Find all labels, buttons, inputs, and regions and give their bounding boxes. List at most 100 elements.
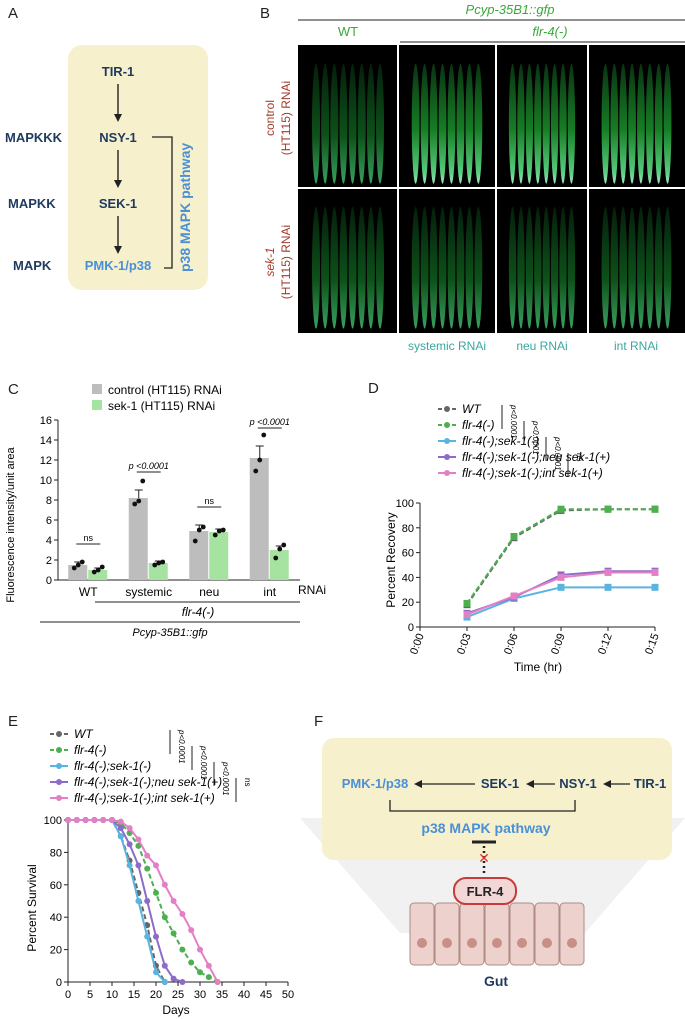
- c-ytick-label: 8: [46, 495, 52, 507]
- d-ytick-label: 20: [402, 597, 414, 609]
- c-datapoint: [196, 527, 202, 533]
- worm-shape: [663, 63, 672, 184]
- e-point: [188, 927, 195, 934]
- e-series-line: [68, 819, 219, 983]
- d-legend-label: flr-4(-);sek-1(-): [462, 434, 539, 448]
- d-point: [604, 505, 612, 513]
- worm-shape: [534, 206, 542, 329]
- e-point: [135, 862, 142, 869]
- d-point: [651, 568, 659, 576]
- panel-a-diagram: A TIR-1 NSY-1 SEK-1 PMK-1/p38 p38 MAPK p…: [5, 5, 208, 290]
- e-point: [144, 898, 151, 904]
- d-stat-label: p<0.0001: [509, 404, 518, 439]
- panel-b-micrographs: B Pcyp-35B1::gfp WT flr-4(-) control (HT…: [260, 2, 685, 353]
- worm-shape: [420, 206, 429, 329]
- panel-f-diagram: F PMK-1/p38 SEK-1 NSY-1 TIR-1 p38 MAPK p…: [300, 713, 685, 989]
- panel-c-letter: C: [8, 381, 19, 398]
- worm-shape: [645, 206, 654, 329]
- e-stat-label: ns: [243, 778, 252, 786]
- worm-shape: [366, 206, 375, 329]
- c-datapoint: [71, 565, 77, 571]
- panel-c-bar-chart: C control (HT115) RNAi sek-1 (HT115) RNA…: [5, 381, 326, 639]
- c-datapoint: [200, 524, 206, 530]
- d-legend-marker: [444, 470, 450, 476]
- d-legend-marker: [444, 406, 450, 412]
- d-point: [557, 505, 565, 513]
- c-datapoint: [152, 562, 158, 568]
- e-point: [170, 975, 177, 982]
- c-bar: [128, 498, 148, 580]
- c-bar: [88, 570, 108, 580]
- c-stat-label: p <0.0001: [128, 461, 169, 471]
- c-datapoint: [132, 501, 138, 507]
- e-point: [117, 825, 124, 832]
- panel-e-letter: E: [8, 713, 18, 730]
- e-point: [65, 817, 71, 823]
- e-legend-label: flr-4(-);sek-1(-);int sek-1(+): [74, 791, 215, 805]
- e-xtick-label: 50: [282, 989, 294, 1001]
- c-datapoint: [281, 542, 287, 548]
- c-datapoint: [261, 432, 267, 438]
- level-mapkkk: MAPKKK: [5, 130, 63, 145]
- worm-shape: [411, 63, 420, 184]
- worm-shape: [376, 206, 384, 329]
- e-point: [144, 852, 151, 859]
- e-legend-label: flr-4(-);sek-1(-): [74, 759, 151, 773]
- worm-shape: [321, 206, 330, 329]
- panel-a-box: [68, 45, 208, 290]
- d-legend-label: flr-4(-);sek-1(-);int sek-1(+): [462, 466, 603, 480]
- worm-shape: [357, 206, 366, 329]
- worm-shape: [330, 206, 339, 329]
- c-datapoint: [95, 567, 101, 573]
- d-stat-label: ns: [575, 453, 584, 461]
- c-category-label: int: [263, 585, 276, 599]
- e-point: [117, 833, 124, 840]
- e-point: [91, 817, 98, 823]
- c-ylabel: Fluorescence intensity/unit area: [5, 446, 17, 602]
- e-point: [100, 817, 107, 823]
- worm-shape: [376, 63, 384, 184]
- reporter-label: Pcyp-35B1::gfp: [466, 2, 555, 17]
- e-ytick-label: 60: [50, 880, 62, 892]
- gut-cells: [409, 902, 585, 966]
- c-datapoint: [160, 559, 166, 565]
- e-point: [144, 865, 151, 872]
- e-ytick-label: 40: [50, 912, 62, 924]
- f-node-pmk1: PMK-1/p38: [342, 776, 408, 791]
- worm-shape: [348, 206, 357, 329]
- bottom-systemic: systemic RNAi: [408, 339, 486, 353]
- worm-shape: [550, 206, 559, 329]
- e-point: [126, 862, 133, 869]
- worm-shape: [619, 63, 628, 184]
- e-point: [126, 825, 133, 832]
- worm-shape: [465, 63, 474, 184]
- e-ytick-label: 20: [50, 945, 62, 957]
- c-category-label: systemic: [125, 585, 172, 599]
- c-ytick-label: 0: [46, 575, 52, 587]
- panel-d-letter: D: [368, 380, 379, 397]
- e-legend-marker: [56, 779, 62, 785]
- e-xtick-label: 5: [87, 989, 93, 1001]
- c-datapoint: [273, 555, 279, 561]
- worm-shape: [438, 206, 447, 329]
- e-legend-marker: [56, 747, 62, 753]
- worm-shape: [542, 63, 550, 184]
- e-series-line: [68, 819, 166, 983]
- bottom-neu: neu RNAi: [516, 339, 567, 353]
- c-datapoint: [91, 569, 97, 575]
- worm-shape: [559, 63, 567, 184]
- worm-shape: [601, 206, 610, 329]
- c-stat-label: p <0.0001: [249, 417, 290, 427]
- e-point: [126, 841, 133, 848]
- e-ytick-label: 100: [44, 815, 62, 827]
- d-legend-marker: [444, 422, 450, 428]
- row-control: control: [263, 100, 277, 136]
- level-mapkk: MAPKK: [8, 196, 56, 211]
- e-point: [179, 910, 186, 917]
- worm-shape: [610, 206, 619, 329]
- d-legend-marker: [444, 438, 450, 444]
- panel-e-survival-chart: E WT flr-4(-) flr-4(-);sek-1(-) flr-4(-);se…: [8, 713, 294, 1017]
- d-stat-label: p<0.0001: [531, 420, 540, 455]
- worm-shape: [508, 63, 517, 184]
- c-datapoint: [156, 560, 162, 566]
